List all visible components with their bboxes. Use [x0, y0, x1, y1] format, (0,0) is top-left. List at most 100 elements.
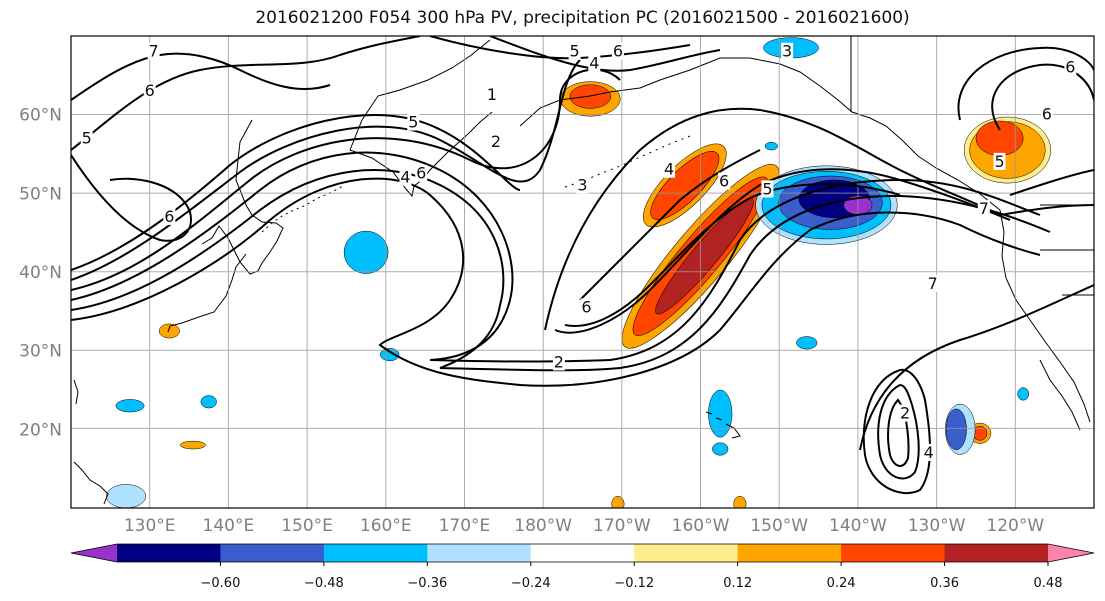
pv-contour-5 [71, 177, 1041, 387]
coastline-taiwan [73, 379, 79, 405]
contour-label-background [977, 200, 990, 218]
precip-anomaly-region [158, 323, 180, 339]
contour-label-background [899, 404, 912, 422]
contour-label-background [552, 353, 565, 371]
pv-contour-cutoff-3 [887, 398, 910, 467]
contour-label: 6 [1042, 105, 1052, 124]
longitude-label: 130°E [124, 516, 176, 536]
contour-label-background [147, 42, 160, 60]
longitude-labels: 130°E 140°E 150°E 160°E 170°E 180°W 170°W 160°W… [124, 516, 1045, 536]
contour-label-background [80, 129, 93, 147]
pv-contours [71, 36, 1094, 495]
contour-label: 4 [664, 160, 674, 179]
longitude-label: 170°E [439, 516, 491, 536]
precip-anomaly-region [380, 348, 400, 362]
colorbar-tick-label: 0.12 [723, 576, 752, 591]
pv-contour-9 [579, 149, 761, 301]
map-title: 2016021200 F054 300 hPa PV, precipitatio… [255, 8, 910, 28]
pv-contour-cutoff-2 [877, 383, 920, 480]
colorbar-outline [70, 543, 1095, 563]
latitude-label: 20°N [19, 420, 62, 440]
coastline-baja [1039, 359, 1081, 431]
precip-anomaly-region [975, 120, 1024, 156]
pv-contour-nw-loop [71, 154, 192, 242]
contour-label: 6 [416, 164, 426, 183]
pv-contour-8 [564, 183, 901, 327]
colorbar-swatch [220, 544, 325, 562]
contour-label: 5 [762, 179, 772, 198]
contour-label-background [1040, 105, 1053, 123]
precip-anomaly-region [796, 336, 818, 350]
pv-contour-cutoff-1 [862, 368, 931, 495]
longitude-label: 140°E [203, 516, 255, 536]
contour-label: 6 [1065, 57, 1075, 76]
contour-label-background [993, 152, 1006, 170]
contour-label: 6 [581, 297, 591, 316]
pv-contour-3 [71, 59, 581, 281]
pv-contour-4 [71, 114, 521, 271]
map-frame [70, 35, 1095, 509]
contour-label: 6 [613, 42, 623, 61]
contour-label: 2 [554, 352, 564, 371]
precip-anomaly-region [115, 399, 145, 413]
contour-label: 6 [164, 207, 174, 226]
colorbar-swatch [634, 544, 739, 562]
colorbar-extend-high [1048, 544, 1094, 562]
contour-label-background [415, 164, 428, 182]
longitude-label: 160°E [360, 516, 412, 536]
colorbar-tick-label: −0.36 [407, 576, 447, 591]
pv-contour-ne-4 [1009, 169, 1094, 196]
contour-label: 3 [577, 175, 587, 194]
contour-label: 4 [589, 54, 599, 73]
contour-label-background [718, 172, 731, 190]
precip-anomaly-region [180, 440, 206, 450]
precip-anomaly-region [712, 442, 729, 456]
colorbar-tick-label: −0.60 [201, 576, 241, 591]
precip-anomaly-region [708, 389, 733, 438]
contour-label: 5 [570, 42, 580, 61]
colorbar-swatch [737, 544, 842, 562]
colorbar-swatch [944, 544, 1049, 562]
colorbar-swatch [530, 544, 635, 562]
precip-anomaly-region [569, 84, 612, 109]
contour-label-background [1064, 58, 1077, 76]
contour-label: 2 [491, 132, 501, 151]
latitude-label: 50°N [19, 184, 62, 204]
longitude-label: 120°W [986, 516, 1044, 536]
contour-label: 4 [400, 168, 410, 187]
contour-label-background [143, 82, 156, 100]
precip-anomaly-region [945, 408, 967, 451]
colorbar-tick-label: −0.24 [511, 576, 551, 591]
contour-label: 5 [994, 152, 1004, 171]
contour-label: 4 [924, 443, 934, 462]
contour-label-background [761, 180, 774, 198]
precip-anomaly-region [106, 484, 147, 508]
longitude-label: 150°E [281, 516, 333, 536]
coastline-hawaii [705, 411, 741, 439]
colorbar-swatch [427, 544, 532, 562]
pv-contour-ne-2 [957, 46, 1094, 121]
pv-contour-ne-1 [991, 63, 1094, 131]
pv-contour-2b [71, 169, 1051, 372]
coastline-na-west [999, 209, 1091, 423]
precip-anomaly-region [733, 495, 747, 508]
colorbar-extend-low [71, 544, 117, 562]
pv-contour-cutoff-outer [859, 284, 1094, 451]
colorbar-tick-label: −0.12 [614, 576, 654, 591]
pv-contour-6 [544, 107, 1001, 331]
colorbar-tick-label: 0.48 [1034, 576, 1063, 591]
coastline-alaska [519, 57, 1001, 211]
pv-contour-polar-4 [489, 36, 721, 72]
contour-label-background [663, 160, 676, 178]
contour-label-background [781, 42, 794, 60]
pv-contour-ne-3 [999, 204, 1094, 216]
contour-label-background [399, 168, 412, 186]
pv-contour-polar-1 [71, 36, 421, 151]
longitude-label: 150°W [750, 516, 808, 536]
contour-label: 7 [979, 199, 989, 218]
contour-label: 1 [487, 85, 497, 104]
precip-anomaly-region [200, 395, 217, 409]
longitude-label: 140°W [829, 516, 887, 536]
